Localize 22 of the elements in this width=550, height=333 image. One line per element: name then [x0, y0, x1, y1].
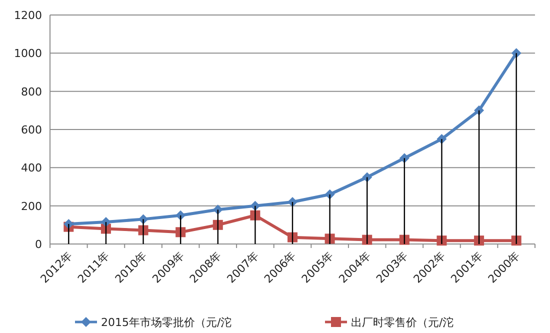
y-tick-label: 400	[21, 162, 42, 175]
point	[362, 234, 372, 245]
y-tick-label: 1000	[14, 47, 42, 60]
point	[212, 220, 223, 230]
y-tick-label: 200	[21, 200, 42, 213]
point	[288, 232, 298, 242]
point	[399, 234, 410, 245]
legend-label: 2015年市场零批价（元/沱	[101, 316, 232, 329]
point	[399, 153, 410, 164]
y-tick-label: 800	[21, 85, 42, 98]
point	[362, 172, 372, 182]
point	[100, 217, 111, 228]
point	[176, 227, 186, 238]
legend-label: 出厂时零售价（元/沱	[351, 316, 454, 329]
point	[288, 197, 298, 208]
y-tick-label: 0	[35, 238, 42, 251]
point	[474, 105, 484, 116]
point	[212, 204, 223, 215]
point	[176, 210, 186, 220]
y-tick-label: 1200	[14, 9, 42, 22]
point	[474, 236, 484, 246]
y-tick-label: 600	[21, 124, 42, 136]
